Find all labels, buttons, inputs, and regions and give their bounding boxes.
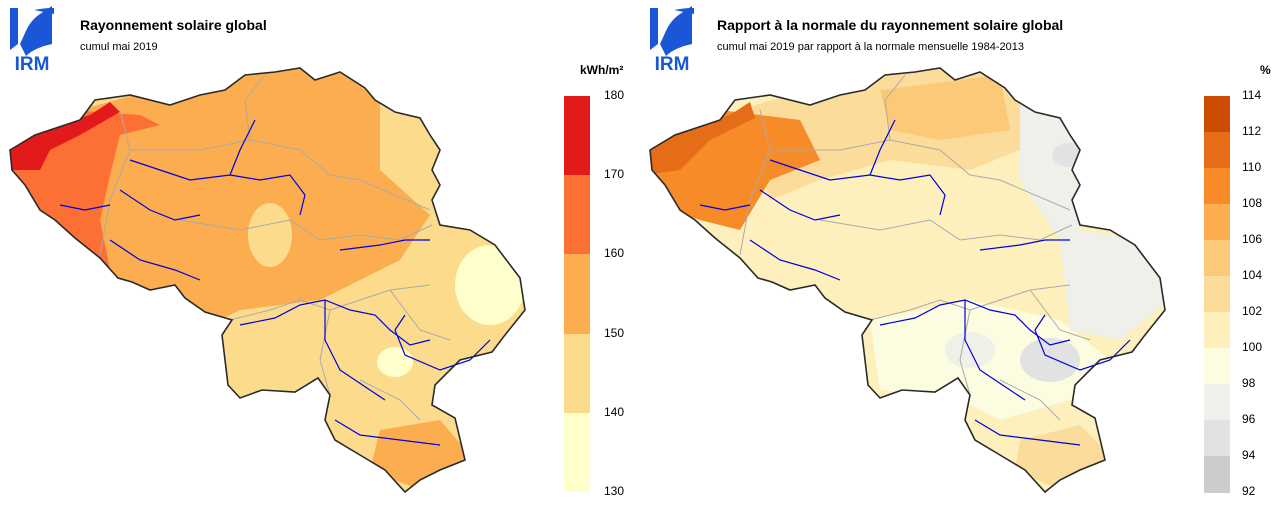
legend-class-108-110 bbox=[1204, 168, 1230, 205]
legend-tick-label: 100 bbox=[1242, 340, 1263, 354]
rivers bbox=[699, 119, 1131, 446]
map-title: Rapport à la normale du rayonnement sola… bbox=[717, 17, 1064, 33]
logo-text: IRM bbox=[655, 54, 690, 72]
rivers bbox=[59, 119, 491, 446]
legend-unit: % bbox=[1260, 63, 1271, 77]
legend-class-150-160 bbox=[564, 254, 590, 335]
legend-class-160-170 bbox=[564, 175, 590, 255]
zone-grey-southeast bbox=[1020, 338, 1080, 382]
legend-class-112-114 bbox=[1204, 96, 1230, 133]
irm-logo: IRM bbox=[10, 6, 54, 72]
legend-tick-label: 104 bbox=[1242, 268, 1263, 282]
zone-mid bbox=[80, 68, 430, 330]
legend-class-104-106 bbox=[1204, 240, 1230, 277]
legend-unit: kWh/m² bbox=[580, 63, 624, 77]
legend-radiation bbox=[564, 96, 590, 493]
legend-tick-label: 106 bbox=[1242, 232, 1263, 246]
legend-class-130-140 bbox=[564, 412, 590, 493]
legend-tick-label: 96 bbox=[1242, 412, 1256, 426]
legend-class-106-108 bbox=[1204, 204, 1230, 241]
zone-low-center bbox=[248, 203, 292, 267]
belgium-map-ratio bbox=[649, 67, 1166, 494]
zone-lowest-east bbox=[455, 245, 525, 325]
belgium-map-radiation bbox=[9, 67, 526, 494]
map-subtitle: cumul mai 2019 par rapport à la normale … bbox=[717, 41, 1024, 53]
legend-tick-label: 150 bbox=[604, 325, 625, 340]
legend-tick-label: 170 bbox=[604, 167, 625, 182]
zone-west-core bbox=[650, 102, 755, 175]
country-border bbox=[649, 67, 1166, 494]
country-border bbox=[9, 67, 526, 494]
zone-high bbox=[10, 102, 120, 170]
legend-tick-label: 112 bbox=[1242, 124, 1262, 138]
map-title: Rayonnement solaire global bbox=[80, 17, 267, 33]
map-subtitle: cumul mai 2019 bbox=[80, 41, 158, 53]
legend-tick-label: 108 bbox=[1242, 196, 1263, 210]
legend-tick-label: 130 bbox=[604, 484, 625, 498]
zone-east bbox=[1020, 80, 1165, 340]
legend-class-98-100 bbox=[1204, 348, 1230, 385]
zone-lowest-center bbox=[377, 347, 413, 377]
legend-class-96-98 bbox=[1204, 384, 1230, 421]
legend-tick-label: 160 bbox=[604, 246, 625, 261]
legend-class-140-150 bbox=[564, 333, 590, 414]
legend-tick-label: 94 bbox=[1242, 448, 1256, 462]
legend-tick-label: 98 bbox=[1242, 376, 1256, 390]
legend-tick-label: 180 bbox=[604, 88, 625, 102]
province-borders bbox=[739, 74, 1091, 421]
legend-tick-label: 110 bbox=[1242, 160, 1262, 174]
legend-class-94-96 bbox=[1204, 420, 1230, 457]
province-borders bbox=[99, 74, 451, 421]
legend-tick-label: 140 bbox=[604, 404, 625, 419]
legend-class-102-104 bbox=[1204, 276, 1230, 313]
legend-tick-label: 114 bbox=[1242, 88, 1262, 102]
panel-ratio-normal: IRM Rapport à la normale du rayonnement … bbox=[640, 0, 1280, 507]
legend-class-100-102 bbox=[1204, 312, 1230, 349]
panel-absolute-radiation: IRM Rayonnement solaire global cumul mai… bbox=[9, 6, 625, 498]
legend-class-170-180 bbox=[564, 96, 590, 176]
legend-ratio bbox=[1204, 96, 1230, 493]
legend-class-110-112 bbox=[1204, 132, 1230, 169]
legend-class-92-94 bbox=[1204, 456, 1230, 493]
legend-tick-label: 92 bbox=[1242, 484, 1256, 498]
irm-logo: IRM bbox=[650, 6, 694, 72]
zone-grey-east bbox=[1052, 143, 1088, 167]
zone-southeast bbox=[1015, 425, 1110, 490]
legend-tick-label: 102 bbox=[1242, 304, 1263, 318]
logo-text: IRM bbox=[15, 54, 50, 72]
zone-north-core bbox=[880, 75, 1010, 140]
